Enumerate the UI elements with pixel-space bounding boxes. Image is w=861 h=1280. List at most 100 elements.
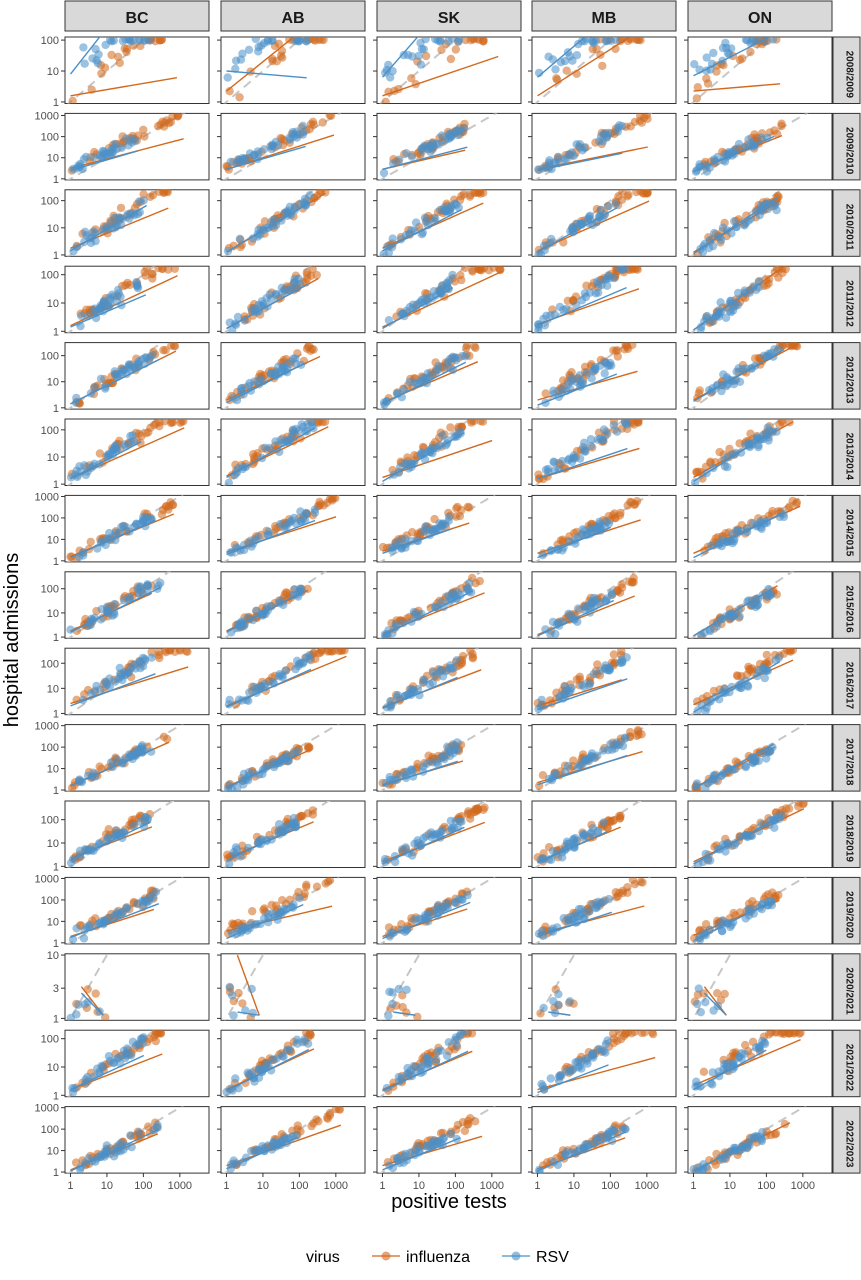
rsv-point	[231, 843, 241, 852]
panel-marks	[66, 189, 172, 257]
influenza-point	[647, 1030, 657, 1037]
y-tick-label: 10	[47, 916, 59, 928]
influenza-point	[762, 650, 771, 660]
rsv-fit-line	[537, 678, 628, 711]
rsv-point	[568, 56, 577, 65]
panel-marks	[66, 342, 180, 410]
rsv-point	[95, 685, 105, 694]
rsv-point	[130, 362, 139, 371]
influenza-point	[168, 500, 178, 509]
influenza-point	[165, 648, 175, 655]
facet-panel-mb-1	[528, 112, 677, 181]
rsv-point	[153, 1120, 162, 1130]
rsv-point	[609, 421, 618, 430]
rsv-point	[98, 153, 107, 162]
facet-panel-sk-13	[373, 1029, 522, 1098]
influenza-point	[407, 74, 416, 83]
rsv-point	[89, 227, 99, 236]
rsv-point	[437, 131, 446, 140]
rsv-point	[438, 520, 447, 529]
facet-panel-on-5	[684, 418, 833, 486]
rsv-point	[562, 1067, 571, 1076]
influenza-point	[276, 51, 286, 61]
rsv-point	[416, 38, 425, 48]
rsv-point	[148, 893, 158, 902]
influenza-point	[167, 419, 176, 427]
rsv-point	[77, 311, 86, 321]
rsv-point	[114, 285, 123, 295]
panel-frame	[220, 36, 366, 104]
rsv-point	[284, 359, 293, 368]
row-strip	[832, 647, 861, 716]
panel-frame	[64, 342, 210, 410]
rsv-point	[240, 154, 250, 164]
influenza-point	[478, 419, 488, 426]
rsv-point	[709, 48, 718, 58]
rsv-fit-line	[226, 283, 309, 330]
rsv-point	[615, 266, 624, 273]
rsv-point	[433, 1047, 443, 1056]
facet-panel-bc-9	[61, 724, 210, 792]
rsv-point	[129, 821, 138, 830]
rsv-point	[451, 1033, 461, 1042]
rsv-fit-line	[382, 760, 459, 787]
rsv-point	[744, 216, 753, 225]
influenza-point	[629, 420, 639, 429]
rsv-point	[82, 231, 91, 240]
rsv-point	[580, 526, 589, 535]
facet-panel-mb-7	[528, 571, 677, 639]
rsv-point	[105, 528, 114, 538]
rsv-point	[565, 997, 575, 1006]
influenza-point	[446, 423, 455, 432]
facet-panel-bc-4	[61, 342, 210, 410]
rsv-point	[103, 301, 112, 311]
rsv-point	[119, 596, 129, 605]
panel-marks	[535, 953, 578, 1021]
influenza-point	[794, 801, 803, 807]
rsv-point	[601, 661, 610, 670]
row-strip	[832, 800, 861, 868]
rsv-fit-line	[382, 528, 452, 554]
influenza-fit-line	[382, 55, 499, 97]
column-strip-sk	[376, 0, 522, 32]
rsv-point	[723, 48, 733, 58]
rsv-point	[580, 289, 589, 298]
rsv-point	[603, 361, 613, 371]
y-tick-label: 10	[47, 223, 59, 235]
rsv-fit-line	[382, 286, 453, 330]
panel-marks	[533, 495, 651, 562]
rsv-fit-line	[693, 135, 775, 173]
influenza-point	[324, 648, 333, 655]
facet-panel-bc-5	[61, 418, 210, 486]
rsv-fit-line	[70, 294, 147, 328]
rsv-point	[225, 695, 234, 705]
y-tick-label: 100	[41, 658, 59, 670]
rsv-fit-line	[226, 826, 297, 862]
y-tick-label: 100	[41, 742, 59, 754]
row-strip	[832, 265, 861, 334]
rsv-point	[595, 517, 604, 526]
panel-marks	[222, 1030, 315, 1097]
rsv-point	[760, 1039, 770, 1049]
influenza-point	[402, 1008, 411, 1017]
influenza-point	[702, 74, 711, 83]
rsv-point	[122, 903, 132, 912]
rsv-fit-line	[70, 821, 151, 862]
y-tick-label: 100	[41, 584, 59, 596]
row-strip-label: 2021/2022	[844, 1044, 855, 1092]
facet-panel-ab-4	[217, 342, 366, 410]
facet-panel-mb-6	[528, 494, 677, 563]
rsv-point	[296, 517, 305, 526]
rsv-point	[427, 828, 436, 837]
rsv-point	[403, 50, 413, 60]
rsv-point	[298, 121, 307, 130]
influenza-point	[305, 1030, 315, 1038]
rsv-fit-line	[382, 432, 465, 483]
influenza-point	[765, 274, 774, 284]
influenza-point	[156, 120, 165, 129]
rsv-point	[96, 615, 106, 624]
panel-marks	[534, 37, 645, 104]
rsv-fit-line	[537, 754, 628, 786]
influenza-point	[304, 342, 314, 350]
rsv-point	[716, 298, 725, 307]
